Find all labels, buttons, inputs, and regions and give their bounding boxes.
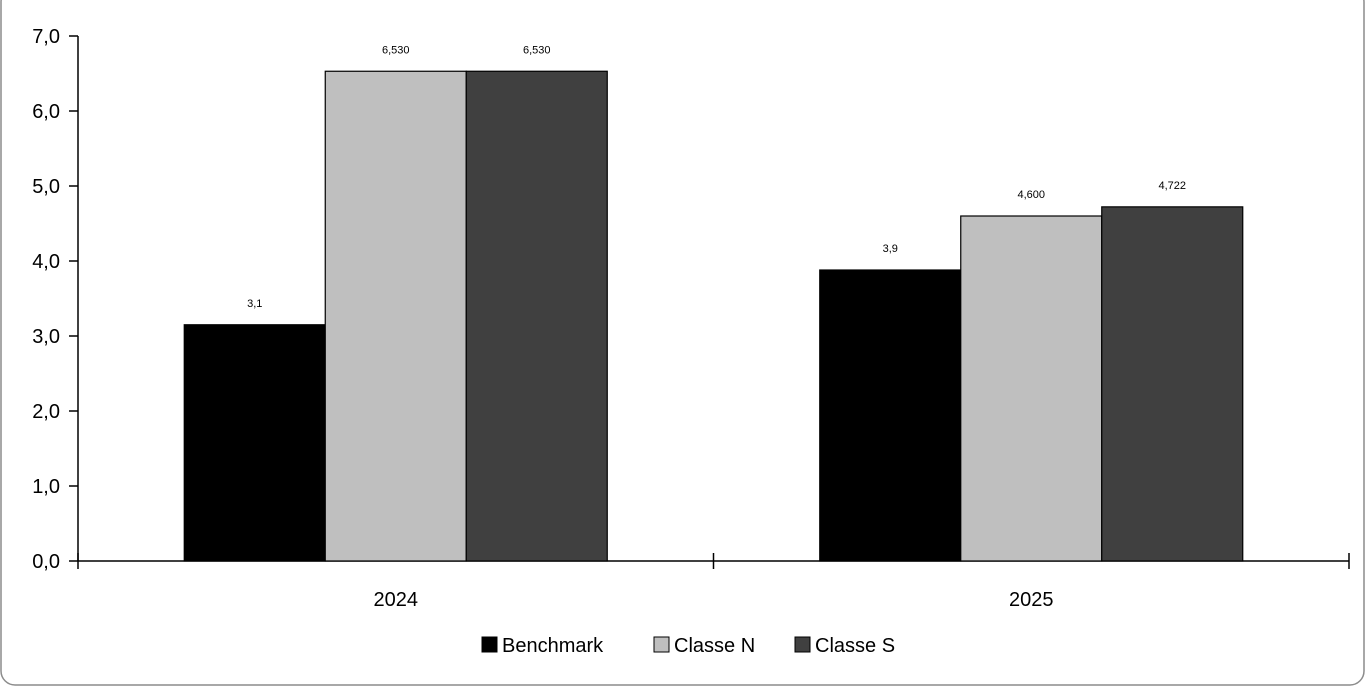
data-label: 3,1 — [247, 298, 262, 310]
y-tick-label: 4,0 — [32, 251, 60, 273]
data-label: 4,722 — [1158, 180, 1186, 192]
bar-classe-s-2025 — [1101, 206, 1244, 562]
data-label: 3,9 — [883, 243, 898, 255]
x-tick-label: 2024 — [374, 589, 419, 611]
y-tick-label: 2,0 — [32, 401, 60, 423]
data-label: 6,530 — [523, 44, 551, 56]
y-tick-label: 1,0 — [32, 476, 60, 498]
y-tick-label: 6,0 — [32, 101, 60, 123]
legend-swatch — [481, 636, 498, 653]
legend-swatch — [794, 636, 811, 653]
legend-label: Benchmark — [502, 635, 604, 657]
legend-swatch — [653, 636, 670, 653]
plot-area: 0,0 1,0 2,0 3,0 4,0 5,0 6,0 7,0 3,1 6,530 6,530 202… — [32, 26, 1350, 611]
y-tick-label: 0,0 — [32, 551, 60, 573]
legend-label: Classe S — [815, 635, 895, 657]
y-tick-label: 7,0 — [32, 26, 60, 48]
legend: Benchmark Classe N Classe S — [481, 635, 895, 657]
x-tick-label: 2025 — [1009, 589, 1054, 611]
bar-classe-n-2025 — [960, 215, 1103, 562]
bar-benchmark-2024 — [183, 324, 326, 562]
data-label: 4,600 — [1017, 189, 1045, 201]
bar-classe-s-2024 — [465, 70, 608, 562]
bar-classe-n-2024 — [324, 70, 467, 562]
data-label: 6,530 — [382, 44, 410, 56]
y-tick-label: 3,0 — [32, 326, 60, 348]
y-tick-label: 5,0 — [32, 176, 60, 198]
bar-benchmark-2025 — [819, 269, 962, 562]
legend-label: Classe N — [674, 635, 755, 657]
